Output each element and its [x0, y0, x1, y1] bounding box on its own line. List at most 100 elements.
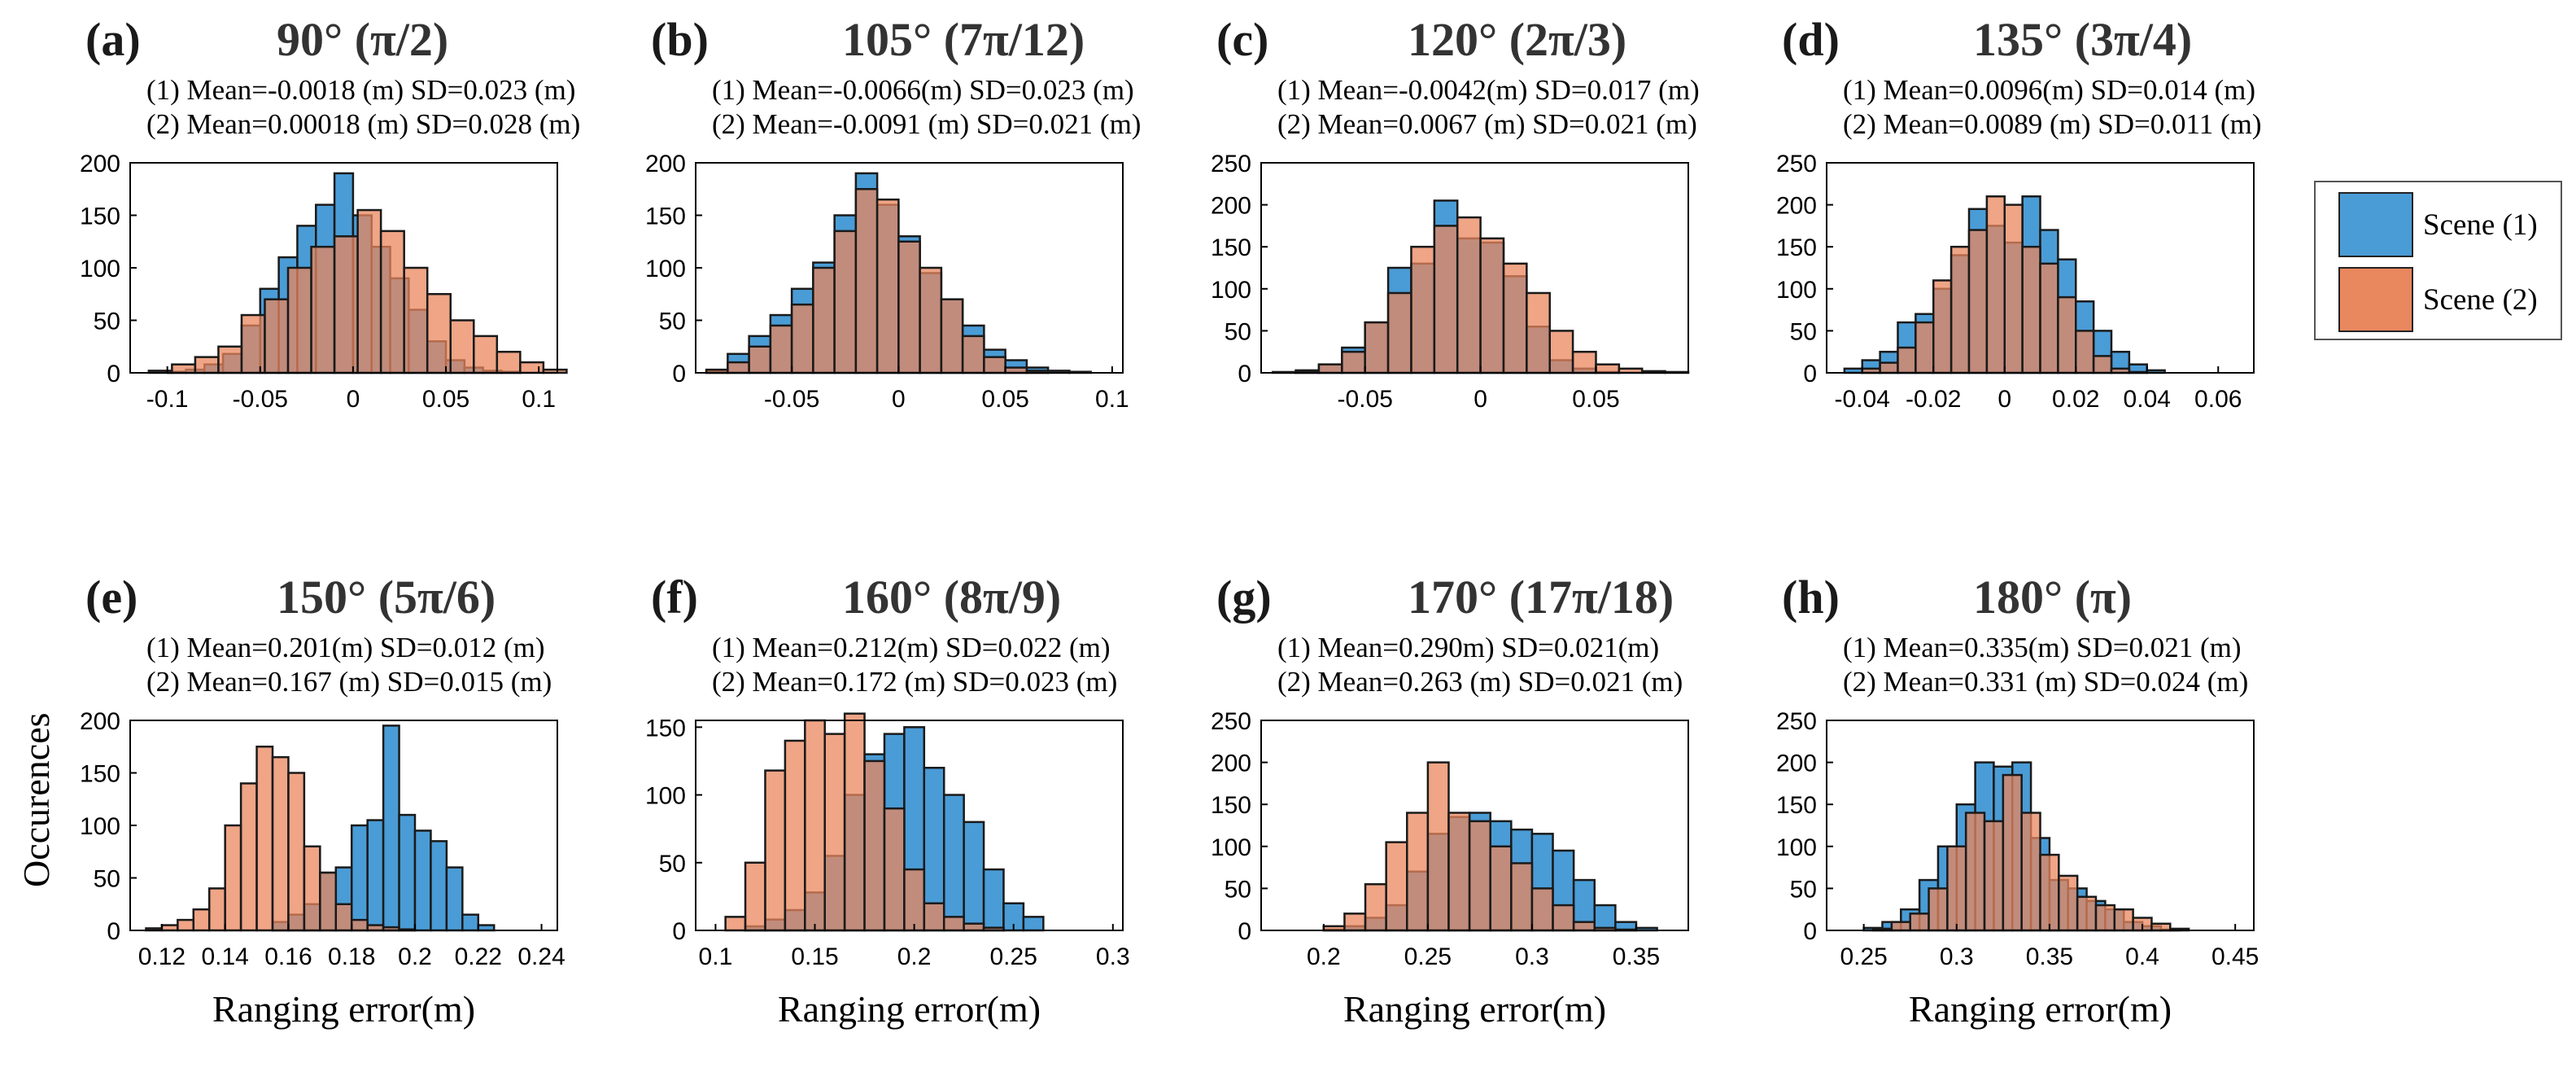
panel-d-letter: (d)	[1782, 13, 1840, 66]
panel-a-bar-s2-6	[286, 266, 312, 374]
panel-f-xtick-label-2: 0.2	[897, 943, 932, 970]
panel-c-ytick-label-4: 200	[1211, 193, 1251, 220]
panel-g-bar-s1-13	[1593, 904, 1617, 932]
panel-g-ytick-label-3: 150	[1211, 792, 1251, 819]
panel-f-xlabel: Ranging error(m)	[778, 988, 1041, 1030]
panel-g-axes-box	[1260, 720, 1689, 931]
panel-f-xtick-label-1: 0.15	[791, 943, 838, 970]
panel-h-axes-box	[1826, 720, 2255, 931]
panel-g-ytick-label-2: 100	[1211, 834, 1251, 861]
panel-d-stat-2: (2) Mean=0.0089 (m) SD=0.011 (m)	[1843, 108, 2262, 140]
panel-a-ytick-label-2: 100	[80, 256, 120, 282]
panel-b-bar-s2-4	[790, 303, 814, 374]
panel-a-ytick-label-3: 150	[80, 204, 120, 230]
panel-c-stat-2: (2) Mean=0.0067 (m) SD=0.021 (m)	[1277, 108, 1697, 140]
panel-d-bar-s2-13	[2075, 330, 2095, 374]
panel-c-bar-s2-13	[1571, 350, 1597, 374]
panel-g-letter: (g)	[1216, 571, 1272, 624]
panel-g-bar-s2-8	[1489, 845, 1513, 932]
panel-h-bar-s2-11	[2076, 895, 2098, 932]
panel-b-bar-s2-3	[769, 324, 793, 374]
panel-h-ytick-label-4: 200	[1776, 751, 1817, 777]
panel-a-stat-1: (1) Mean=-0.0018 (m) SD=0.023 (m)	[146, 74, 575, 106]
legend-swatch-scene-2	[2338, 267, 2413, 332]
panel-h-letter: (h)	[1782, 571, 1840, 624]
panel-c-bar-s2-12	[1548, 330, 1574, 374]
panel-d-bar-s2-3	[1897, 346, 1917, 374]
panel-h-bar-s2-10	[2058, 874, 2079, 932]
panel-e-bar-s1-11	[445, 866, 464, 932]
panel-a-xtick-label-1: -0.05	[233, 386, 288, 413]
panel-h-bar-s2-7	[2002, 773, 2023, 932]
panel-e-xtick-label-6: 0.24	[517, 943, 565, 970]
panel-b-bar-s2-5	[812, 266, 836, 374]
panel-g-xtick-label-3: 0.35	[1613, 943, 1660, 970]
panel-g-title: 170° (17π/18)	[1408, 571, 1674, 624]
panel-f-bar-s1-12	[982, 868, 1005, 932]
panel-f-axes-box	[695, 720, 1124, 931]
panel-e-bar-s2-11	[319, 871, 338, 932]
panel-e-bar-s2-13	[350, 918, 369, 932]
panel-f-bar-s2-9	[903, 868, 926, 932]
panel-g-bar-s2-10	[1530, 887, 1554, 932]
panel-c-title: 120° (2π/3)	[1408, 13, 1626, 66]
panel-a-bar-s2-9	[356, 208, 382, 374]
panel-a-xtick-label-3: 0.05	[422, 386, 469, 413]
panel-f-letter: (f)	[651, 571, 698, 624]
panel-c-bar-s2-6	[1410, 245, 1436, 374]
panel-f-bar-s1-14	[1022, 916, 1045, 932]
panel-b-letter: (b)	[651, 13, 709, 66]
panel-e-xlabel: Ranging error(m)	[212, 988, 475, 1030]
panel-g-ytick-label-5: 250	[1211, 708, 1251, 735]
panel-b-bar-s2-8	[875, 198, 900, 374]
panel-h-bar-s2-9	[2039, 853, 2060, 932]
panel-a-stat-2: (2) Mean=0.00018 (m) SD=0.028 (m)	[146, 108, 580, 140]
panel-g-ytick-label-1: 50	[1225, 876, 1251, 903]
panel-f-xtick-label-0: 0.1	[699, 943, 733, 970]
panel-e-bar-s2-8	[271, 755, 290, 932]
legend-swatch-scene-1	[2338, 192, 2413, 257]
panel-f-stat-2: (2) Mean=0.172 (m) SD=0.023 (m)	[712, 666, 1117, 698]
panel-f-bar-s2-8	[883, 807, 906, 932]
panel-f-bar-s2-6	[843, 712, 866, 932]
panel-e-stat-1: (1) Mean=0.201(m) SD=0.012 (m)	[146, 632, 545, 663]
panel-e-ytick-label-2: 100	[80, 813, 120, 840]
panel-e-bar-s1-5	[350, 824, 369, 932]
panel-a-ytick-label-0: 0	[107, 361, 120, 387]
panel-d-ytick-label-2: 100	[1776, 277, 1817, 304]
panel-h-bar-s2-15	[2150, 922, 2172, 932]
panel-g-xlabel: Ranging error(m)	[1343, 988, 1606, 1030]
panel-a-bar-s2-3	[217, 345, 243, 374]
panel-c-xtick-label-0: -0.05	[1338, 386, 1393, 413]
panel-d-bar-s2-8	[1985, 195, 2006, 374]
panel-g-stat-1: (1) Mean=0.290m) SD=0.021(m)	[1277, 632, 1659, 663]
panel-d-ytick-label-3: 150	[1776, 234, 1817, 261]
panel-h-ytick-label-2: 100	[1776, 834, 1817, 861]
panel-e-bar-s2-2	[177, 918, 195, 932]
panel-c-bar-s2-5	[1386, 291, 1412, 374]
panel-e-ytick-label-3: 150	[80, 761, 120, 788]
panel-e-bar-s1-9	[413, 829, 432, 932]
panel-a-bar-s2-2	[194, 356, 220, 374]
panel-a-bar-s2-15	[496, 350, 522, 374]
panel-h-title: 180° (π)	[1973, 571, 2132, 624]
panel-a-ytick-label-4: 200	[80, 151, 120, 177]
panel-h-bar-s2-2	[1909, 913, 1930, 932]
panel-e-xtick-label-5: 0.22	[455, 943, 502, 970]
panel-f-bar-s1-11	[963, 821, 985, 932]
panel-d-xtick-label-5: 0.06	[2194, 386, 2242, 413]
panel-c-bar-s2-10	[1502, 262, 1528, 374]
panel-h-stat-2: (2) Mean=0.331 (m) SD=0.024 (m)	[1843, 666, 2248, 698]
panel-h-xtick-label-4: 0.45	[2211, 943, 2259, 970]
panel-b-ytick-label-4: 200	[645, 151, 686, 177]
panel-g-xtick-label-0: 0.2	[1307, 943, 1341, 970]
panel-g-bar-s2-5	[1426, 761, 1450, 932]
panel-e-xtick-label-3: 0.18	[328, 943, 375, 970]
panel-c-ytick-label-1: 50	[1225, 318, 1251, 345]
panel-e-xtick-label-4: 0.2	[398, 943, 432, 970]
panel-a-bar-s2-5	[264, 298, 290, 374]
panel-b-bar-s2-9	[897, 240, 921, 374]
panel-g-bar-s2-3	[1385, 841, 1408, 932]
panel-f-bar-s2-3	[784, 739, 806, 932]
